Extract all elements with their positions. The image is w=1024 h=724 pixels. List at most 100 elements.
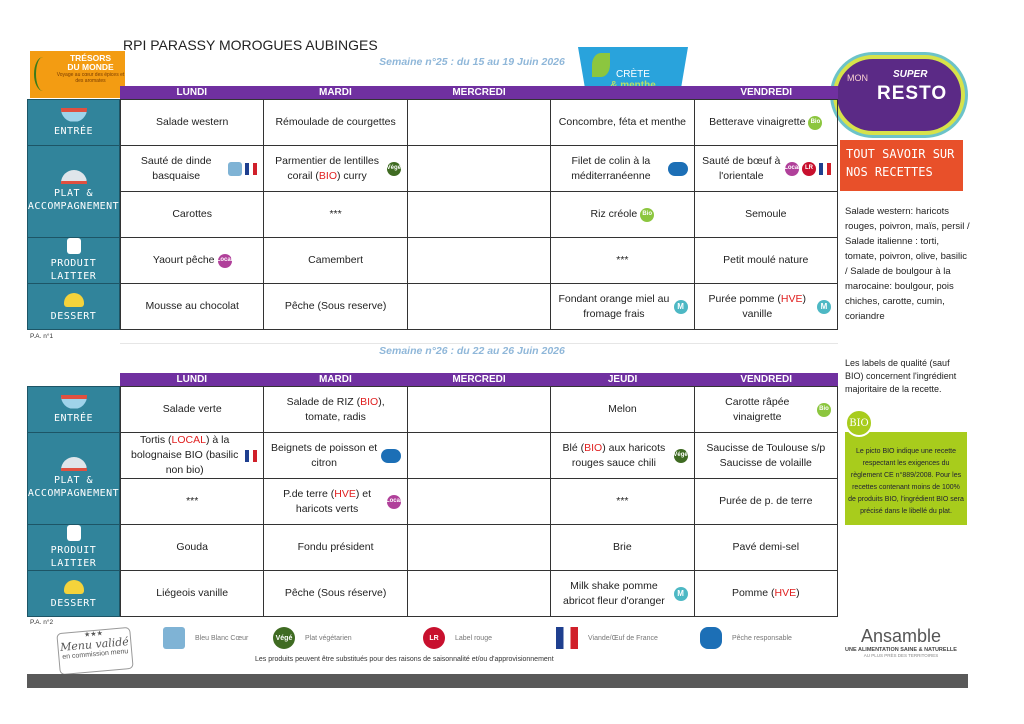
ansamble-logo: Ansamble UNE ALIMENTATION SAINE & NATURE…	[835, 626, 967, 658]
dish-name: Rémoulade de courgettes	[275, 116, 396, 128]
dish-name: Milk shake pomme abricot fleur d'oranger	[562, 579, 665, 607]
dish-name: Pavé demi-sel	[732, 541, 800, 553]
menu-cell: Gouda	[121, 525, 265, 571]
cloche-icon	[60, 457, 87, 471]
week-1-menu-grid: Salade western Rémoulade de courgettes Con…	[120, 99, 838, 330]
logo-text: & menthe	[578, 80, 688, 91]
label-rouge-icon: LR	[423, 627, 445, 649]
menu-cell	[407, 387, 552, 433]
label-highlight: HVE	[780, 292, 803, 305]
day-header: LUNDI	[176, 374, 208, 385]
category-dessert: Dessert	[28, 284, 119, 331]
vegetarian-icon: Végé	[273, 627, 295, 649]
menu-cell: ***	[551, 479, 695, 525]
dish-name: Semoule	[745, 208, 787, 220]
day-header	[551, 86, 695, 99]
substitution-note: Les produits peuvent être substitués pou…	[255, 656, 554, 663]
logo-text: SUPER	[893, 69, 928, 80]
day-header: JEUDI	[607, 374, 638, 385]
vegetarian-icon: Végé	[387, 161, 401, 176]
menu-cell: Concombre, féta et menthe	[551, 100, 695, 146]
logo-tagline: Voyage au cœur des épices et des aromate…	[56, 72, 125, 84]
menu-cell: Semoule	[694, 192, 838, 238]
dish-name: Melon	[608, 403, 637, 415]
day-header: VENDREDI	[740, 87, 793, 98]
dish-name: ***	[329, 208, 342, 220]
week-1-label: Semaine n°25 : du 15 au 19 Juin 2026	[379, 56, 565, 68]
france-flag-icon	[245, 449, 258, 462]
menu-cell	[407, 192, 552, 238]
menu-cell: P.de terre (HVE) et haricots verts Local	[264, 479, 408, 525]
milk-can-icon	[66, 238, 81, 254]
menu-cell: Filet de colin à la méditerranéenne	[551, 146, 695, 192]
menu-cell: Fondant orange miel au fromage frais M	[551, 284, 695, 330]
milk-can-icon	[66, 525, 81, 541]
dish-name: Mousse au chocolat	[145, 300, 239, 312]
menu-cell: Petit moulé nature	[694, 238, 838, 284]
dish-name: Brie	[613, 541, 632, 553]
dessert-cup-icon	[63, 292, 84, 307]
category-label: Plat & accompagnement	[27, 188, 120, 212]
legend-label: Plat végétarien	[305, 634, 352, 642]
logo-text: Ansamble	[860, 626, 942, 646]
logo-tagline: UNE ALIMENTATION SAINE & NATURELLE	[845, 647, 957, 653]
bio-icon: Bio	[816, 402, 831, 417]
dish-name: ***	[616, 254, 629, 266]
menu-cell: Yaourt pêche Local	[121, 238, 265, 284]
dish-name: Betterave vinaigrette	[709, 116, 806, 128]
dish-name: Camembert	[308, 254, 364, 266]
bio-info-box: Le picto BIO indique une recette respect…	[845, 432, 967, 525]
menu-cell: Beignets de poisson et citron	[264, 433, 408, 479]
menu-cell: Betterave vinaigrette Bio	[694, 100, 838, 146]
page-title: RPI PARASSY MOROGUES AUBINGES	[123, 37, 378, 53]
legend-label: Viande/Œuf de France	[588, 634, 658, 642]
week-2-day-header: LUNDI MARDI MERCREDI JEUDI VENDREDI	[120, 373, 838, 386]
divider	[120, 343, 838, 344]
category-label: Dessert	[50, 597, 97, 609]
menu-cell: ***	[551, 238, 695, 284]
bio-badge-icon: BIO	[845, 409, 873, 437]
menu-cell: Blé (BIO) aux haricots rouges sauce chil…	[551, 433, 695, 479]
menu-cell: Tortis (LOCAL) à la bolognaise BIO (basi…	[121, 433, 265, 479]
label-highlight: LOCAL	[171, 434, 206, 446]
day-header: MERCREDI	[452, 374, 506, 385]
dish-name: Riz créole	[590, 208, 638, 220]
legend-item: Viande/Œuf de France	[553, 627, 658, 649]
week-1-categories: Entrée Plat & accompagnement Produit lai…	[27, 99, 120, 330]
dessert-cup-icon	[63, 579, 84, 594]
recipes-description: Salade western: haricots rouges, poivron…	[845, 206, 970, 322]
pa-number: P.A. n°1	[30, 333, 54, 340]
menu-cell	[407, 146, 552, 192]
menu-cell	[407, 284, 552, 330]
menu-cell: Melon	[551, 387, 695, 433]
week-2-categories: Entrée Plat & accompagnement Produit lai…	[27, 386, 120, 617]
menu-cell: Brie	[551, 525, 695, 571]
menu-cell: Mousse au chocolat	[121, 284, 265, 330]
menu-cell: Purée de p. de terre	[694, 479, 838, 525]
dish-name: Carottes	[172, 208, 213, 220]
dish-name: Pêche (Sous réserve)	[284, 587, 387, 599]
category-entree: Entrée	[28, 100, 119, 146]
dish-name: Filet de colin à la méditerranéenne	[571, 154, 651, 182]
dish-name: Purée de p. de terre	[719, 495, 813, 507]
dish-name: Sauté de dinde basquaise	[140, 154, 212, 182]
recipes-title-box: TOUT SAVOIR SUR NOS RECETTES	[840, 140, 963, 191]
legend-item: LR Label rouge	[420, 627, 492, 649]
menu-cell: Pomme (HVE)	[694, 571, 838, 617]
category-label: Produit laitier	[50, 258, 97, 282]
day-header: MARDI	[319, 374, 352, 385]
local-icon: Local	[386, 494, 402, 509]
dish-name: Petit moulé nature	[723, 254, 809, 266]
dish-name: Parmentier de lentilles corail (BIO) cur…	[275, 154, 380, 182]
m-icon: M	[673, 586, 688, 601]
dish-name: Salade de RIZ (BIO), tomate, radis	[286, 395, 385, 423]
logo-text: RESTO	[877, 83, 948, 104]
menu-valide-stamp: ★★★ Menu validé en commission menu	[56, 626, 134, 676]
day-header: MARDI	[319, 87, 352, 98]
dish-name: Liégeois vanille	[156, 587, 229, 599]
legend-label: Pêche responsable	[732, 634, 792, 642]
local-icon: Local	[784, 161, 800, 176]
menu-cell: Salade de RIZ (BIO), tomate, radis	[264, 387, 408, 433]
menu-cell: Carottes	[121, 192, 265, 238]
fish-icon	[700, 627, 722, 649]
